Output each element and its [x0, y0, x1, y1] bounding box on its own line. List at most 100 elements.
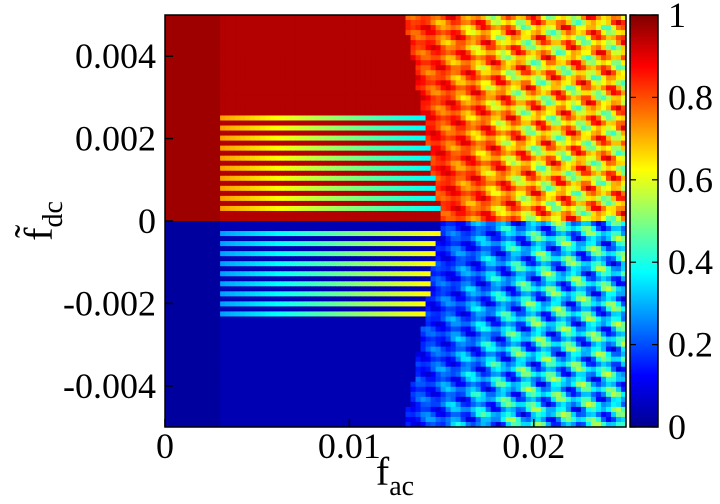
heatmap-cell — [365, 281, 372, 287]
heatmap-cell — [490, 165, 497, 172]
heatmap-cell — [425, 90, 432, 96]
heatmap-cell — [615, 95, 622, 102]
heatmap-cell — [200, 276, 206, 282]
heatmap-cell — [225, 251, 231, 257]
heatmap-cell — [395, 200, 402, 207]
heatmap-cell — [440, 231, 447, 237]
heatmap-cell — [230, 261, 236, 267]
heatmap-cell — [560, 226, 567, 232]
heatmap-cell — [445, 60, 452, 66]
heatmap-cell — [355, 215, 362, 222]
heatmap-cell — [465, 65, 472, 71]
heatmap-cell — [190, 236, 196, 242]
heatmap-cell — [470, 20, 477, 26]
heatmap-cell — [405, 150, 412, 157]
heatmap-cell — [390, 231, 397, 237]
heatmap-cell — [245, 40, 251, 46]
heatmap-cell — [490, 125, 497, 132]
heatmap-cell — [415, 195, 422, 202]
heatmap-cell — [600, 231, 607, 237]
heatmap-cell — [350, 241, 357, 247]
heatmap-cell — [240, 266, 246, 272]
heatmap-cell — [615, 281, 622, 287]
heatmap-cell — [230, 30, 236, 36]
heatmap-cell — [255, 85, 261, 91]
heatmap-cell — [515, 175, 522, 182]
heatmap-cell — [245, 175, 251, 182]
heatmap-cell — [585, 60, 592, 66]
heatmap-cell — [210, 80, 216, 86]
heatmap-cell — [440, 236, 447, 242]
heatmap-cell — [450, 185, 457, 192]
heatmap-cell — [235, 15, 241, 21]
heatmap-cell — [550, 30, 557, 36]
heatmap-cell — [605, 85, 612, 91]
heatmap-cell — [385, 180, 392, 187]
heatmap-cell — [530, 55, 537, 61]
heatmap-cell — [585, 65, 592, 71]
heatmap-cell — [410, 150, 417, 157]
heatmap-cell — [555, 205, 562, 212]
heatmap-cell — [565, 140, 572, 147]
heatmap-cell — [320, 120, 326, 127]
heatmap-cell — [240, 20, 246, 26]
heatmap-cell — [555, 195, 562, 202]
heatmap-cell — [265, 110, 271, 117]
heatmap-cell — [470, 60, 477, 66]
heatmap-cell — [425, 180, 432, 187]
heatmap-cell — [420, 145, 427, 152]
heatmap-cell — [515, 90, 522, 96]
heatmap-cell — [465, 281, 472, 287]
heatmap-cell — [455, 70, 462, 76]
heatmap-cell — [515, 165, 522, 172]
heatmap-cell — [190, 45, 196, 51]
heatmap-cell — [205, 251, 211, 257]
heatmap-cell — [380, 65, 387, 71]
heatmap-cell — [305, 80, 311, 86]
heatmap-cell — [490, 210, 497, 217]
heatmap-cell — [465, 266, 472, 272]
heatmap-cell — [485, 100, 492, 107]
heatmap-cell — [355, 35, 362, 41]
heatmap-cell — [410, 251, 417, 257]
heatmap-cell — [525, 65, 532, 71]
heatmap-cell — [180, 125, 186, 132]
heatmap-cell — [325, 195, 331, 202]
heatmap-cell — [255, 125, 261, 132]
heatmap-cell — [210, 155, 216, 162]
heatmap-cell — [490, 150, 497, 157]
heatmap-cell — [570, 175, 577, 182]
heatmap-cell — [620, 130, 626, 137]
heatmap-cell — [610, 95, 617, 102]
heatmap-cell — [390, 160, 397, 167]
heatmap-cell — [205, 15, 211, 21]
heatmap-cell — [345, 135, 351, 142]
heatmap-cell — [465, 226, 472, 232]
heatmap-cell — [270, 231, 276, 237]
heatmap-cell — [375, 205, 382, 212]
heatmap-cell — [405, 55, 412, 61]
heatmap-cell — [175, 65, 181, 71]
heatmap-cell — [565, 30, 572, 36]
heatmap-cell — [395, 50, 402, 56]
heatmap-cell — [615, 145, 622, 152]
heatmap-cell — [380, 145, 387, 152]
heatmap-cell — [375, 190, 382, 197]
heatmap-cell — [435, 261, 442, 267]
heatmap-cell — [265, 195, 271, 202]
heatmap-cell — [240, 80, 246, 86]
heatmap-cell — [455, 150, 462, 157]
heatmap-cell — [250, 210, 256, 217]
heatmap-cell — [575, 271, 582, 277]
heatmap-cell — [275, 30, 281, 36]
heatmap-cell — [190, 271, 196, 277]
heatmap-cell — [570, 80, 577, 86]
heatmap-cell — [295, 30, 301, 36]
heatmap-cell — [210, 125, 216, 132]
heatmap-cell — [340, 30, 346, 36]
heatmap-cell — [485, 190, 492, 197]
heatmap-cell — [575, 20, 582, 26]
heatmap-cell — [570, 40, 577, 46]
heatmap-cell — [335, 20, 341, 26]
heatmap-cell — [280, 175, 286, 182]
